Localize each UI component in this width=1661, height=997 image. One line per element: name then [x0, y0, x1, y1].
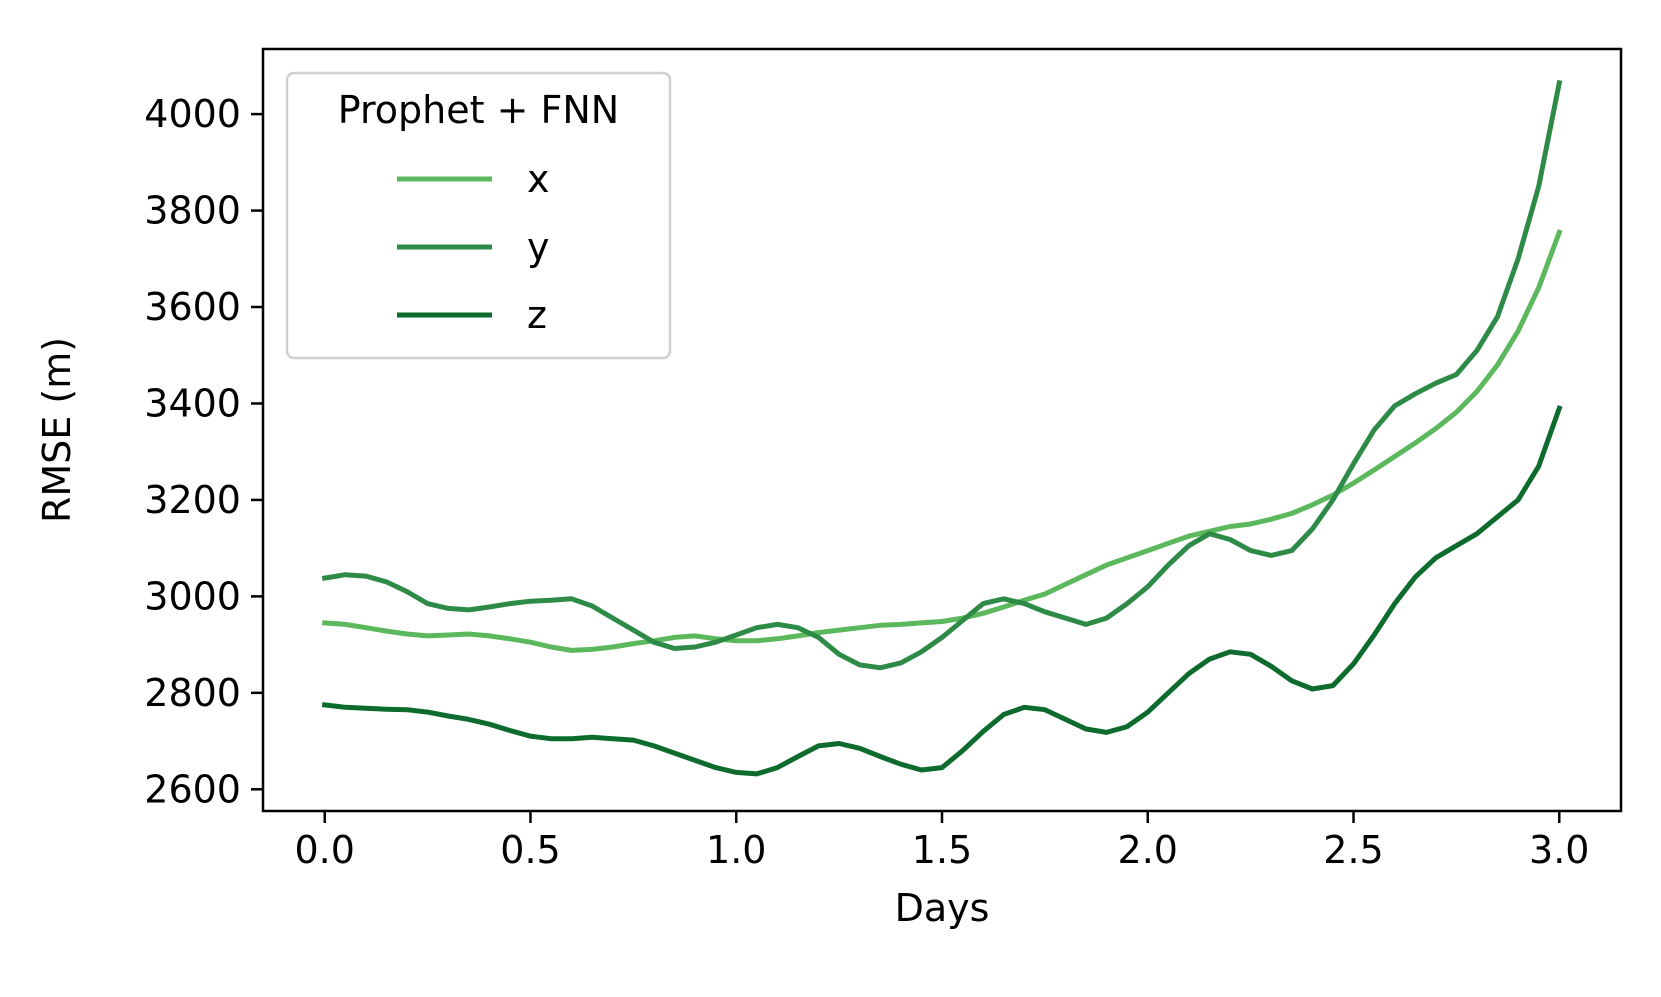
y-tick-label: 2600 [144, 767, 241, 811]
x-tick-label: 2.5 [1323, 828, 1383, 872]
y-tick-label: 3200 [144, 478, 241, 522]
x-tick-label: 2.0 [1118, 828, 1178, 872]
legend-label-z: z [527, 293, 547, 337]
y-tick-label: 3800 [144, 189, 241, 233]
x-axis-label: Days [895, 886, 990, 930]
legend-label-x: x [527, 157, 550, 201]
series-line-y [321, 79, 1563, 671]
y-tick-label: 2800 [144, 671, 241, 715]
legend-title: Prophet + FNN [338, 88, 619, 132]
x-tick-label: 3.0 [1529, 828, 1589, 872]
series-line-x [322, 229, 1563, 653]
y-tick-label: 3000 [144, 574, 241, 618]
x-tick-label: 1.0 [706, 828, 766, 872]
y-tick-label: 3400 [144, 381, 241, 425]
series-line-z [321, 405, 1563, 777]
legend-label-y: y [527, 225, 550, 269]
y-axis-label: RMSE (m) [35, 337, 79, 523]
x-tick-label: 0.0 [295, 828, 355, 872]
axes-layer: 0.0 0.5 1.0 1.5 2.0 2.5 3.0 2600 2800 3000 3200 340… [144, 47, 1623, 872]
y-tick-label: 3600 [144, 285, 241, 329]
x-tick-label: 0.5 [500, 828, 560, 872]
legend-box [285, 71, 672, 360]
legend: Prophet + FNN xyz [285, 71, 672, 360]
series-layer [321, 79, 1563, 777]
y-tick-label: 4000 [144, 92, 241, 136]
x-tick-label: 1.5 [912, 828, 972, 872]
